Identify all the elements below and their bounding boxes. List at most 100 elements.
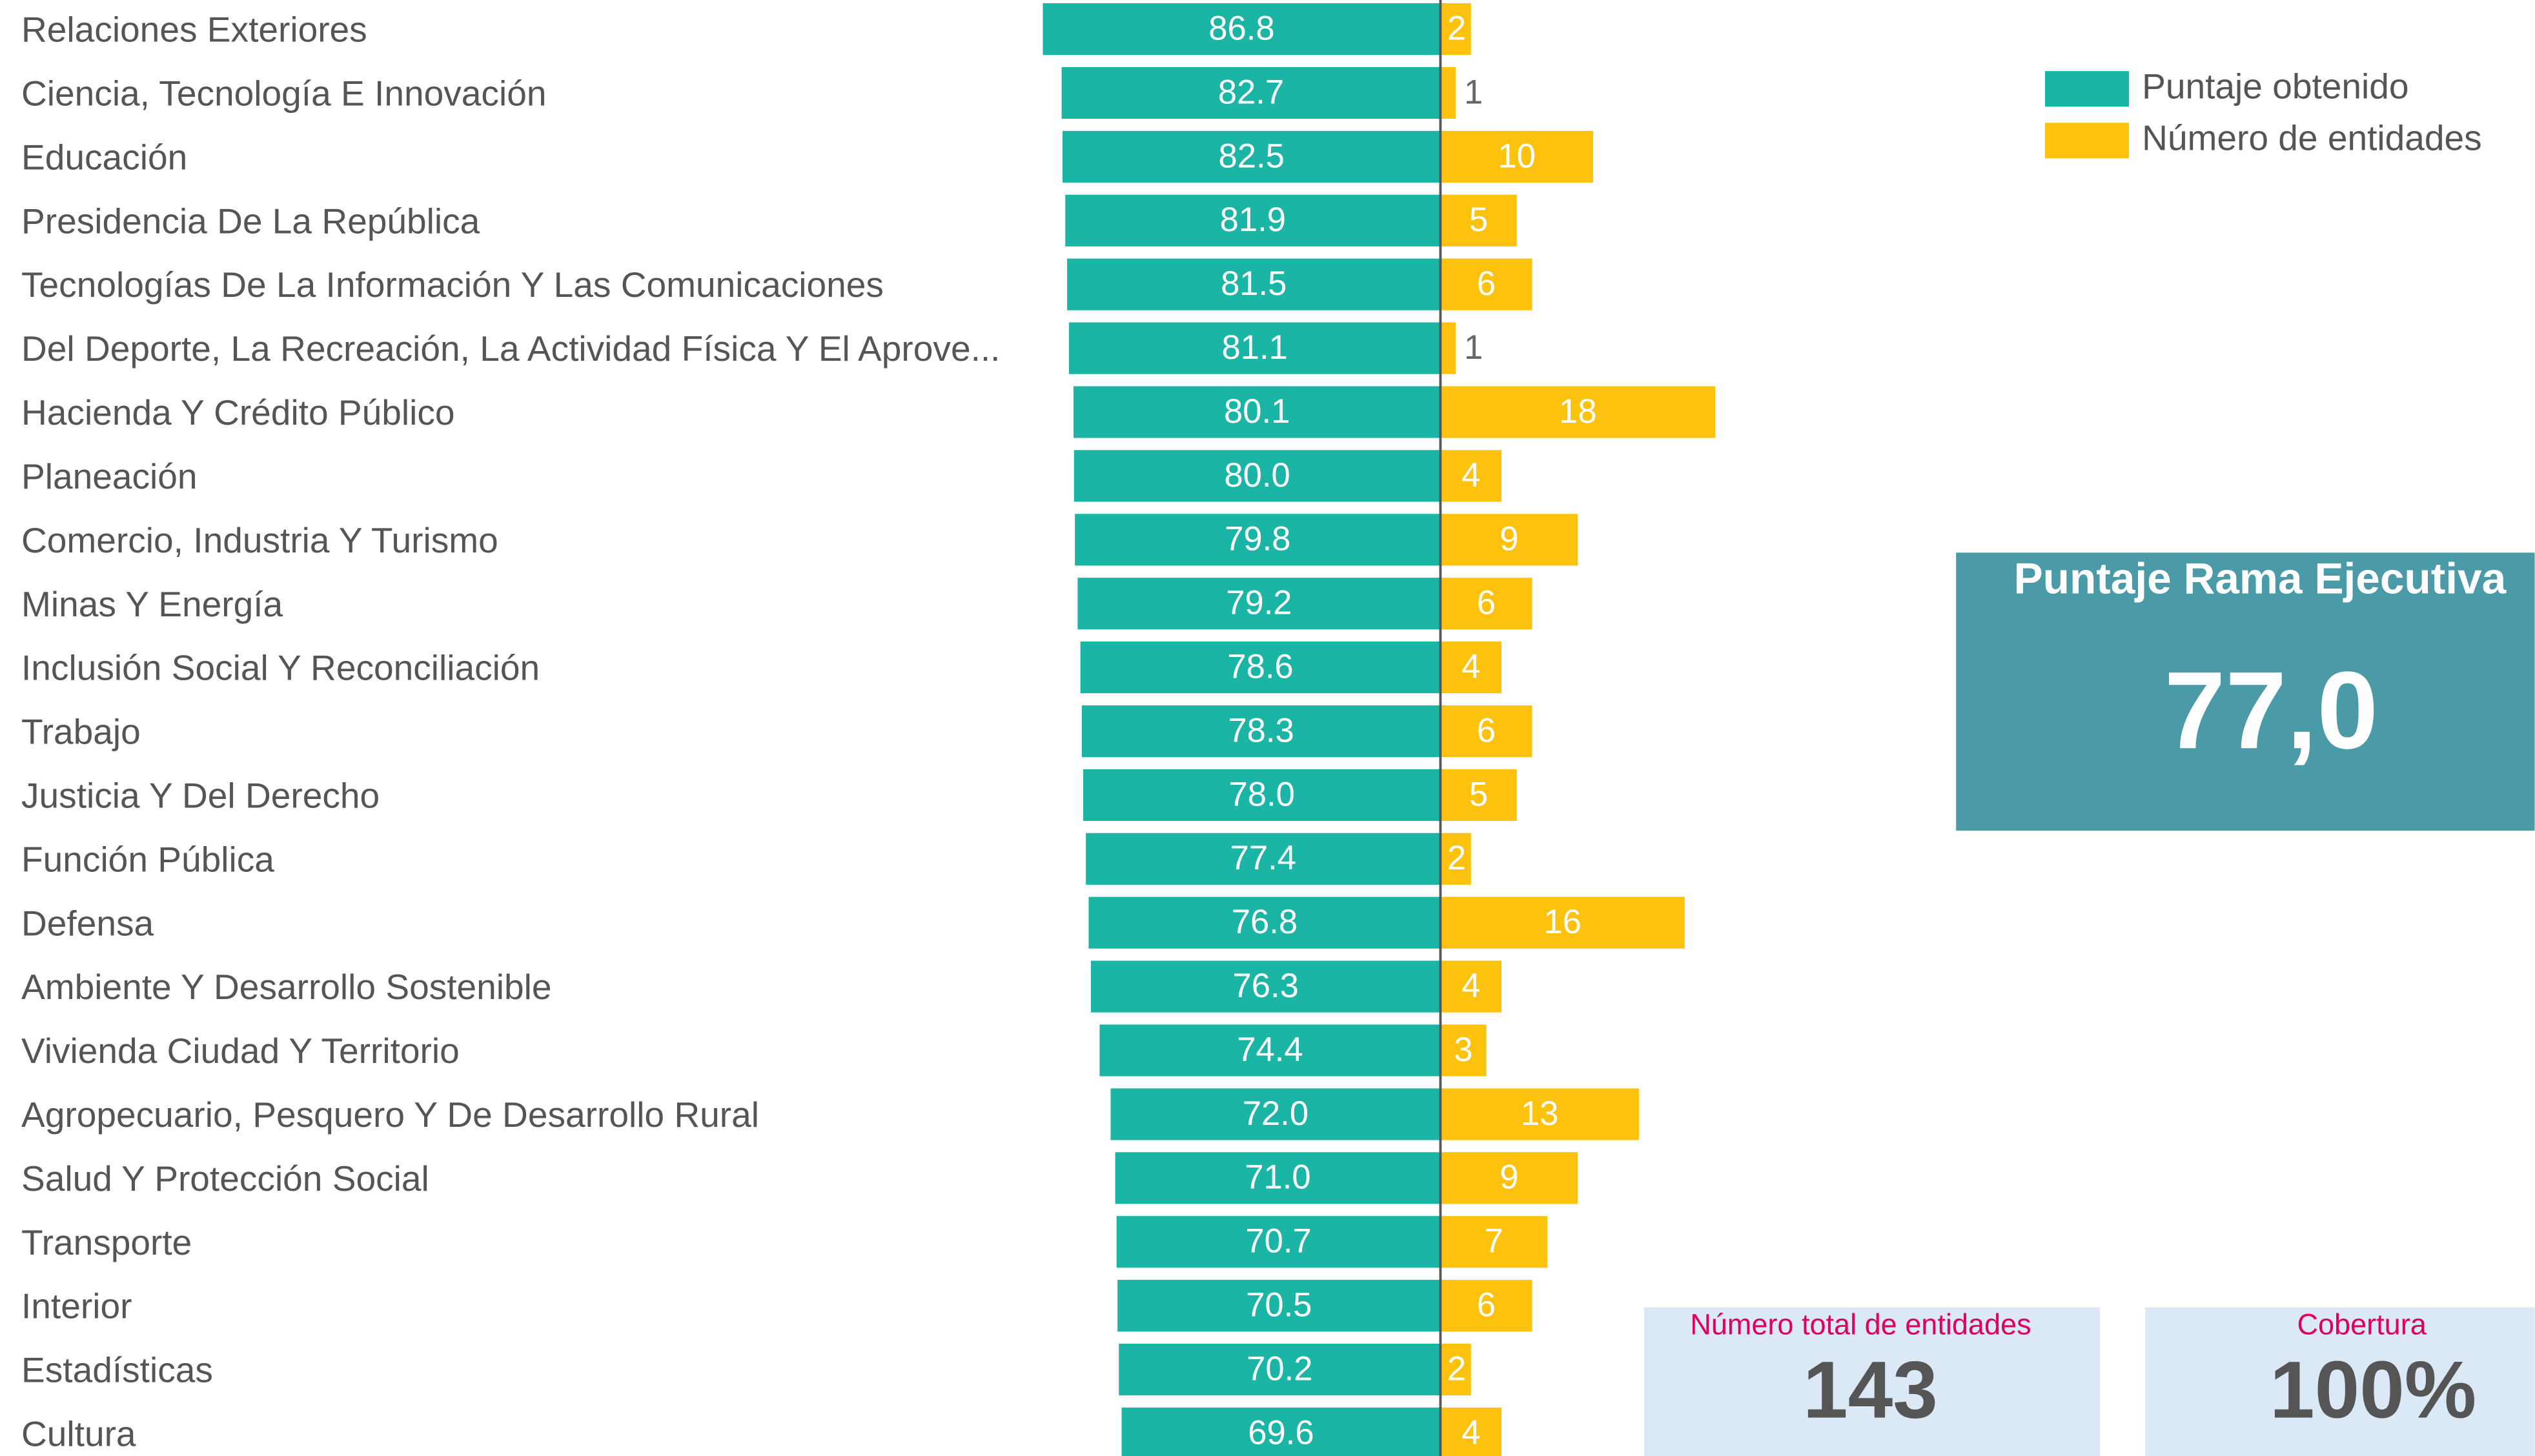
bar <box>1440 1152 1578 1204</box>
bar <box>1440 578 1532 630</box>
bar <box>1119 1343 1441 1396</box>
value-label: 76.3 <box>1233 967 1299 1005</box>
category-label: Relaciones Exteriores <box>21 10 367 50</box>
value-label: 6 <box>1477 711 1496 749</box>
value-label: 9 <box>1500 520 1518 558</box>
bar <box>1090 960 1441 1013</box>
bar <box>1440 322 1456 374</box>
bar <box>1440 1343 1471 1396</box>
value-label: 18 <box>1559 392 1596 430</box>
value-label: 71.0 <box>1245 1158 1310 1197</box>
bar <box>1440 896 1685 949</box>
bar <box>1440 642 1502 694</box>
value-label: 2 <box>1447 1350 1466 1388</box>
category-label: Justicia Y Del Derecho <box>21 775 380 815</box>
bar <box>1440 1280 1532 1332</box>
value-label: 70.5 <box>1246 1286 1312 1324</box>
category-label: Tecnologías De La Información Y Las Comu… <box>21 265 884 305</box>
kpi-box <box>1956 552 2535 831</box>
kpi-value: 77,0 <box>2164 649 2378 772</box>
value-label: 77.4 <box>1230 839 1296 877</box>
bar <box>1081 705 1441 758</box>
kpi-value: 100% <box>2270 1344 2476 1435</box>
category-label: Ambiente Y Desarrollo Sostenible <box>21 967 552 1007</box>
bar <box>1062 130 1441 183</box>
category-label: Trabajo <box>21 712 141 752</box>
bar <box>1440 258 1532 310</box>
category-label: Transporte <box>21 1222 192 1262</box>
bar <box>1440 705 1532 758</box>
category-label: Estadísticas <box>21 1350 213 1390</box>
value-label: 1 <box>1464 73 1483 111</box>
value-label: 4 <box>1461 647 1480 685</box>
value-label: 10 <box>1498 137 1535 175</box>
value-label: 72.0 <box>1243 1095 1308 1133</box>
bar <box>1043 3 1441 56</box>
bar <box>1083 769 1441 821</box>
bar <box>1440 1024 1487 1077</box>
legend-label: Puntaje obtenido <box>2142 66 2408 106</box>
bar <box>1440 1407 1502 1456</box>
category-label: Educación <box>21 137 187 177</box>
value-label: 81.1 <box>1221 329 1287 367</box>
value-label: 5 <box>1469 201 1488 239</box>
kpi-title: Cobertura <box>2297 1308 2427 1341</box>
bar <box>1440 66 1456 119</box>
bar <box>1115 1152 1441 1204</box>
bar <box>1121 1407 1441 1456</box>
value-label: 80.1 <box>1224 392 1290 430</box>
value-label: 82.7 <box>1218 73 1284 111</box>
category-label: Función Pública <box>21 839 274 879</box>
bar <box>1440 833 1471 885</box>
bar <box>1080 642 1441 694</box>
value-label: 70.7 <box>1245 1222 1311 1260</box>
value-label: 6 <box>1477 265 1496 303</box>
bar <box>1077 578 1441 630</box>
bar <box>1110 1088 1441 1140</box>
legend-swatch <box>2044 123 2130 159</box>
value-label: 1 <box>1464 329 1483 367</box>
value-label: 82.5 <box>1219 137 1285 175</box>
value-label: 3 <box>1454 1031 1472 1069</box>
legend-label: Número de entidades <box>2142 117 2482 157</box>
bar <box>1440 450 1502 502</box>
category-label: Interior <box>21 1286 132 1326</box>
kpi-title: Puntaje Rama Ejecutiva <box>2014 554 2507 603</box>
category-label: Comercio, Industria Y Turismo <box>21 520 498 560</box>
category-label: Inclusión Social Y Reconciliación <box>21 648 540 688</box>
kpi-value: 143 <box>1803 1344 1938 1435</box>
kpi-card <box>1644 1307 2101 1456</box>
bar <box>1099 1024 1441 1077</box>
bar <box>1088 896 1441 949</box>
value-label: 6 <box>1477 584 1496 622</box>
bar <box>1440 960 1502 1013</box>
category-label: Salud Y Protección Social <box>21 1158 429 1198</box>
value-label: 78.6 <box>1227 647 1293 685</box>
category-label: Hacienda Y Crédito Público <box>21 392 455 432</box>
value-label: 76.8 <box>1232 903 1298 941</box>
category-label: Agropecuario, Pesquero Y De Desarrollo R… <box>21 1095 759 1135</box>
value-label: 4 <box>1461 1413 1480 1451</box>
value-label: 79.2 <box>1226 584 1292 622</box>
bar <box>1440 514 1578 566</box>
category-label: Defensa <box>21 903 154 943</box>
value-label: 69.6 <box>1248 1413 1314 1451</box>
bar <box>1065 194 1441 247</box>
value-label: 13 <box>1521 1095 1558 1133</box>
bar <box>1086 833 1441 885</box>
bar <box>1440 1216 1547 1268</box>
bar <box>1067 258 1441 310</box>
value-label: 81.9 <box>1220 201 1286 239</box>
bar <box>1440 386 1716 438</box>
value-label: 5 <box>1469 775 1488 813</box>
value-label: 78.0 <box>1228 775 1294 813</box>
kpi-card <box>2145 1307 2535 1456</box>
value-label: 4 <box>1461 456 1480 494</box>
value-label: 7 <box>1485 1222 1503 1260</box>
value-label: 86.8 <box>1208 9 1274 47</box>
value-label: 78.3 <box>1228 711 1294 749</box>
value-label: 74.4 <box>1237 1031 1303 1069</box>
bar <box>1440 1088 1639 1140</box>
